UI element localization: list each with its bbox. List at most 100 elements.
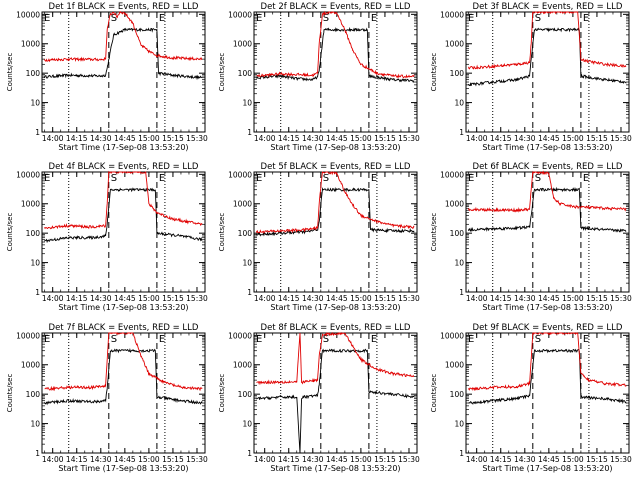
y-tick-label: 1 — [247, 128, 252, 137]
x-tick-label: 14:15 — [278, 294, 300, 303]
marker-label-e: E — [583, 334, 589, 345]
x-axis-label: Start Time (17-Sep-08 13:53:20) — [270, 303, 400, 312]
marker-label-s: S — [111, 334, 117, 345]
series-line-lld — [44, 170, 203, 230]
y-tick-label: 100 — [26, 229, 41, 238]
y-axis-label: Counts/sec — [430, 213, 438, 252]
plot-frame — [253, 332, 418, 454]
x-tick-label: 14:30 — [302, 455, 324, 464]
x-tick-label: 14:45 — [326, 455, 348, 464]
panel-title: Det 7f BLACK = Events, RED = LLD — [49, 323, 199, 333]
y-axis-label: Counts/sec — [430, 374, 438, 413]
y-tick-label: 10000 — [16, 10, 40, 19]
x-tick-label: 15:15 — [374, 294, 396, 303]
x-tick-label: 14:00 — [466, 294, 488, 303]
y-tick-label: 1 — [459, 288, 464, 297]
chart-panel-3: Det 3f BLACK = Events, RED = LLD 1 10 100 10… — [430, 2, 632, 152]
series-line-events — [468, 186, 627, 233]
x-tick-label: 14:30 — [514, 294, 536, 303]
y-tick-label: 10 — [30, 420, 40, 429]
x-tick-label: 14:15 — [490, 134, 512, 143]
chart-panel-4: Det 4f BLACK = Events, RED = LLD 1 10 100 10… — [6, 162, 208, 312]
y-tick-label: 10 — [454, 420, 464, 429]
x-tick-label: 14:15 — [66, 294, 88, 303]
y-tick-label: 10 — [30, 99, 40, 108]
series-line-lld — [256, 331, 415, 386]
series-line-events — [256, 348, 415, 454]
panel-title: Det 8f BLACK = Events, RED = LLD — [261, 323, 411, 333]
panel-title: Det 1f BLACK = Events, RED = LLD — [49, 2, 199, 12]
x-tick-label: 14:45 — [114, 294, 136, 303]
x-tick-label: 14:00 — [42, 455, 64, 464]
panel-title: Det 6f BLACK = Events, RED = LLD — [473, 162, 623, 172]
y-tick-label: 10000 — [228, 170, 252, 179]
y-tick-label: 10000 — [16, 170, 40, 179]
x-tick-label: 15:15 — [374, 455, 396, 464]
x-tick-label: 15:15 — [374, 134, 396, 143]
series-line-lld — [44, 10, 203, 63]
x-tick-label: 15:15 — [162, 134, 184, 143]
y-axis-label: Counts/sec — [218, 213, 226, 252]
chart-panel-9: Det 9f BLACK = Events, RED = LLD 1 10 100 10… — [430, 323, 632, 473]
marker-label-e: E — [583, 13, 589, 24]
series-line-events — [44, 348, 203, 406]
y-tick-label: 100 — [26, 390, 41, 399]
x-tick-label: 14:45 — [114, 455, 136, 464]
y-tick-label: 10000 — [440, 10, 464, 19]
y-tick-label: 10000 — [440, 331, 464, 340]
corner-e-label: E — [256, 173, 262, 184]
corner-e-label: E — [468, 173, 474, 184]
y-tick-label: 100 — [450, 229, 465, 238]
chart-panel-6: Det 6f BLACK = Events, RED = LLD 1 10 100 10… — [430, 162, 632, 312]
series-line-events — [468, 348, 627, 405]
x-axis-label: Start Time (17-Sep-08 13:53:20) — [58, 464, 188, 473]
x-tick-label: 15:15 — [586, 294, 608, 303]
x-axis-label: Start Time (17-Sep-08 13:53:20) — [482, 303, 612, 312]
marker-label-s: S — [535, 13, 541, 24]
x-tick-label: 15:30 — [186, 134, 208, 143]
marker-label-e: E — [371, 334, 377, 345]
x-tick-label: 15:15 — [586, 134, 608, 143]
x-tick-label: 14:15 — [278, 134, 300, 143]
marker-label-e: E — [371, 173, 377, 184]
series-line-lld — [468, 331, 627, 392]
x-tick-label: 14:30 — [514, 455, 536, 464]
y-tick-label: 1 — [247, 288, 252, 297]
marker-label-s: S — [111, 13, 117, 24]
corner-e-label: E — [256, 13, 262, 24]
x-tick-label: 15:00 — [350, 134, 372, 143]
x-tick-label: 14:30 — [514, 134, 536, 143]
x-tick-label: 15:00 — [562, 294, 584, 303]
y-tick-label: 1000 — [233, 361, 252, 370]
x-tick-label: 15:00 — [562, 134, 584, 143]
marker-label-s: S — [323, 334, 329, 345]
x-tick-label: 14:00 — [42, 294, 64, 303]
y-tick-label: 1 — [35, 128, 40, 137]
y-tick-label: 1000 — [21, 200, 40, 209]
x-tick-label: 15:30 — [610, 134, 632, 143]
y-tick-label: 1000 — [21, 361, 40, 370]
y-tick-label: 1 — [35, 288, 40, 297]
x-tick-label: 15:30 — [186, 294, 208, 303]
marker-label-e: E — [159, 13, 165, 24]
x-tick-label: 14:15 — [66, 455, 88, 464]
x-tick-label: 15:30 — [610, 455, 632, 464]
x-tick-label: 14:30 — [90, 294, 112, 303]
x-tick-label: 14:30 — [90, 134, 112, 143]
corner-e-label: E — [256, 334, 262, 345]
y-tick-label: 1000 — [445, 361, 464, 370]
chart-panel-2: Det 2f BLACK = Events, RED = LLD 1 10 100 10… — [218, 2, 420, 152]
corner-e-label: E — [44, 334, 50, 345]
x-tick-label: 14:45 — [538, 455, 560, 464]
x-tick-label: 14:30 — [302, 294, 324, 303]
marker-label-e: E — [159, 334, 165, 345]
y-axis-label: Counts/sec — [430, 53, 438, 92]
corner-e-label: E — [44, 13, 50, 24]
x-tick-label: 14:00 — [254, 455, 276, 464]
chart-panel-5: Det 5f BLACK = Events, RED = LLD 1 10 100 10… — [218, 162, 420, 312]
y-tick-label: 10000 — [440, 170, 464, 179]
x-tick-label: 14:30 — [302, 134, 324, 143]
x-tick-label: 15:30 — [186, 455, 208, 464]
x-tick-label: 14:45 — [326, 134, 348, 143]
